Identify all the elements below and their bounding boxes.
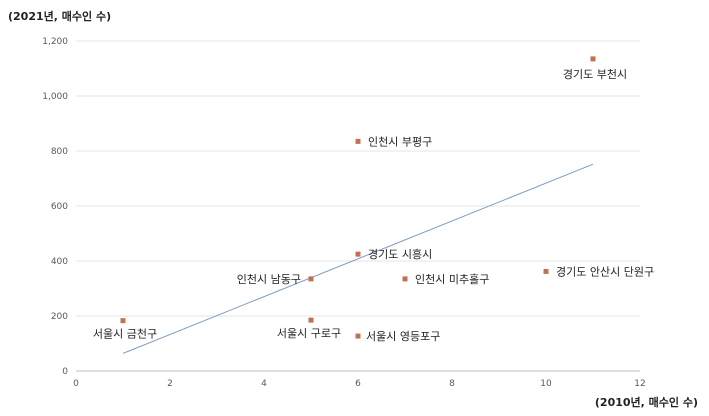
x-tick-label: 12 — [634, 379, 645, 389]
y-tick-label: 1,000 — [42, 92, 68, 102]
data-point-label: 서울시 구로구 — [277, 327, 341, 340]
x-tick-label: 2 — [167, 379, 173, 389]
x-tick-label: 4 — [261, 379, 267, 389]
data-point — [355, 138, 361, 144]
x-tick-label: 8 — [449, 379, 455, 389]
x-tick-labels: 0 2 4 6 8 10 12 — [73, 379, 646, 389]
y-tick-label: 400 — [51, 257, 68, 267]
gridlines — [76, 40, 640, 372]
data-point-label: 경기도 부천시 — [563, 67, 627, 81]
x-tick-label: 6 — [355, 379, 361, 389]
y-tick-label: 0 — [62, 367, 68, 377]
data-point — [543, 268, 549, 274]
trendline — [122, 163, 594, 354]
data-point — [402, 276, 408, 282]
y-tick-label: 600 — [51, 202, 68, 212]
y-tick-label: 1,200 — [42, 37, 68, 47]
y-axis-title: (2021년, 매수인 수) — [8, 9, 111, 23]
data-point — [120, 318, 126, 324]
y-tick-label: 200 — [51, 312, 68, 322]
data-point-label: 인천시 부평구 — [368, 134, 432, 148]
y-tick-label: 800 — [51, 147, 68, 157]
data-point — [308, 276, 314, 282]
data-point-label: 서울시 금천구 — [93, 327, 157, 341]
x-axis-title: (2010년, 매수인 수) — [595, 395, 698, 409]
data-points — [120, 56, 596, 339]
data-point-label: 경기도 시흥시 — [368, 247, 432, 261]
data-point-label: 서울시 영등포구 — [366, 330, 440, 343]
y-tick-labels: 0 200 400 600 800 1,000 1,200 — [42, 37, 68, 377]
data-point — [355, 333, 361, 339]
x-tick-label: 0 — [73, 379, 79, 389]
data-point — [590, 56, 596, 62]
data-point-label: 경기도 안산시 단원구 — [556, 265, 654, 278]
data-point — [355, 251, 361, 257]
x-tick-label: 10 — [540, 379, 552, 389]
data-point — [308, 317, 314, 323]
data-point-label: 인천시 남동구 — [237, 272, 301, 286]
data-point-label: 인천시 미추홀구 — [415, 272, 489, 286]
